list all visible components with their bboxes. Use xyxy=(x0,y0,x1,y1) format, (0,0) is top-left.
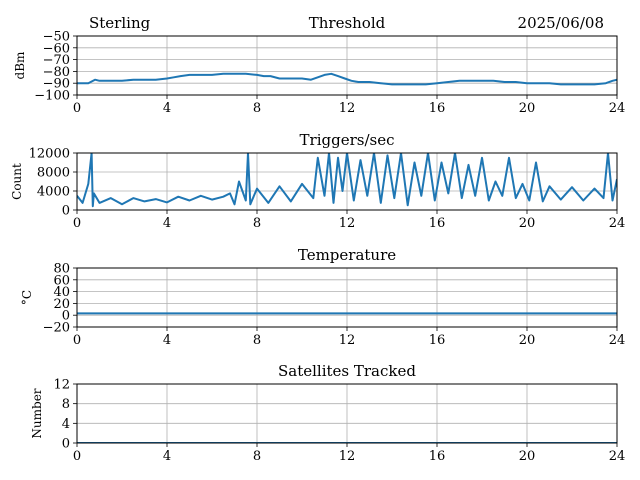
x-tick-label: 12 xyxy=(339,449,356,464)
chart-title: Temperature xyxy=(298,246,396,264)
y-axis-label: Number xyxy=(30,388,44,438)
x-tick-label: 4 xyxy=(163,333,171,348)
y-axis-label: °C xyxy=(20,290,34,305)
satellites-tracked-panel: 0 4 8 12 16 20 24 0 4 8 12 Satellites Tracked Number xyxy=(30,362,625,464)
y-axis-label: dBm xyxy=(13,51,27,80)
y-tick-label: 0 xyxy=(62,204,70,219)
chart-title: Threshold xyxy=(309,14,386,32)
y-tick-label: −70 xyxy=(43,53,70,68)
y-tick-label: 80 xyxy=(53,262,70,277)
y-tick-label: 40 xyxy=(53,285,70,300)
x-tick-label: 0 xyxy=(73,449,81,464)
x-tick-label: 12 xyxy=(339,101,356,116)
y-tick-label: 4000 xyxy=(37,185,70,200)
y-tick-label: 8 xyxy=(62,397,70,412)
x-tick-label: 24 xyxy=(609,101,626,116)
series-line xyxy=(77,153,617,208)
y-tick-label: 4 xyxy=(62,417,70,432)
x-tick-label: 8 xyxy=(253,101,261,116)
x-tick-label: 20 xyxy=(519,333,536,348)
x-tick-label: 8 xyxy=(253,216,261,231)
x-tick-label: 4 xyxy=(163,449,171,464)
series-line xyxy=(77,72,617,86)
x-tick-label: 24 xyxy=(609,216,626,231)
y-tick-label: −20 xyxy=(43,321,70,336)
y-tick-label: 12 xyxy=(53,378,70,393)
threshold-panel: 0 4 8 12 16 20 24 −100−90−80−70−60−50 Threshold d… xyxy=(13,14,625,116)
x-tick-label: 12 xyxy=(339,216,356,231)
x-tick-label: 20 xyxy=(519,101,536,116)
x-tick-label: 24 xyxy=(609,333,626,348)
y-tick-label: −50 xyxy=(43,30,70,45)
x-tick-label: 4 xyxy=(163,101,171,116)
y-tick-label: 8000 xyxy=(37,166,70,181)
x-tick-label: 20 xyxy=(519,216,536,231)
y-tick-label: 12000 xyxy=(29,147,70,162)
y-tick-label: −80 xyxy=(43,65,70,80)
y-tick-label: 0 xyxy=(62,437,70,452)
y-tick-label: 20 xyxy=(53,297,70,312)
site-name: Sterling xyxy=(89,14,151,32)
y-tick-label: 0 xyxy=(62,309,70,324)
y-tick-label: 60 xyxy=(53,273,70,288)
triggers-sec-panel: 0 4 8 12 16 20 24 0 4000 8000 12000 Triggers/sec Cou… xyxy=(10,131,625,231)
y-tick-label: −90 xyxy=(43,77,70,92)
x-tick-label: 16 xyxy=(429,449,446,464)
x-tick-label: 16 xyxy=(429,101,446,116)
x-tick-label: 8 xyxy=(253,333,261,348)
x-tick-label: 4 xyxy=(163,216,171,231)
x-tick-label: 12 xyxy=(339,333,356,348)
report-date: 2025/06/08 xyxy=(518,14,604,32)
x-tick-label: 0 xyxy=(73,101,81,116)
x-tick-label: 0 xyxy=(73,333,81,348)
x-tick-label: 0 xyxy=(73,216,81,231)
chart-title: Triggers/sec xyxy=(300,131,395,149)
chart-title: Satellites Tracked xyxy=(278,362,416,380)
x-tick-label: 8 xyxy=(253,449,261,464)
y-tick-label: −60 xyxy=(43,41,70,56)
y-tick-label: −100 xyxy=(34,89,70,104)
x-tick-label: 16 xyxy=(429,216,446,231)
y-axis-label: Count xyxy=(10,163,24,200)
x-tick-label: 16 xyxy=(429,333,446,348)
x-tick-label: 20 xyxy=(519,449,536,464)
x-tick-label: 24 xyxy=(609,449,626,464)
